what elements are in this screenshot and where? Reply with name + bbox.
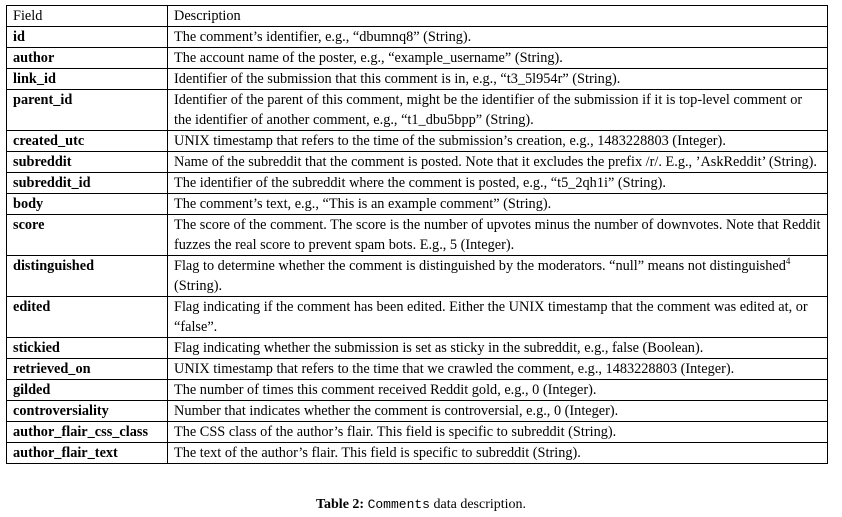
description-text: Flag to determine whether the comment is… bbox=[174, 258, 786, 274]
description-cell: The comment’s identifier, e.g., “dbumnq8… bbox=[167, 26, 828, 48]
caption-label: Table 2: bbox=[315, 497, 365, 512]
field-name-cell: id bbox=[6, 26, 168, 48]
table-row: id The comment’s identifier, e.g., “dbumn… bbox=[6, 26, 828, 48]
column-header-field: Field bbox=[6, 5, 168, 27]
table-row: gilded The number of times this comment r… bbox=[6, 379, 828, 401]
table-row: author The account name of the poster, e.… bbox=[6, 47, 828, 69]
field-name-cell: gilded bbox=[6, 379, 168, 401]
table-row: controversiality Number that indicates wh… bbox=[6, 400, 828, 422]
field-name-cell: author_flair_text bbox=[6, 442, 168, 464]
table-row: created_utc UNIX timestamp that refers to… bbox=[6, 130, 828, 152]
field-name-cell: subreddit bbox=[6, 151, 168, 173]
description-cell: Flag indicating if the comment has been … bbox=[167, 296, 828, 338]
table-row: author_flair_css_class The CSS class of t… bbox=[6, 421, 828, 443]
table-row: subreddit_id The identifier of the subred… bbox=[6, 172, 828, 194]
table-row: retrieved_on UNIX timestamp that refers t… bbox=[6, 358, 828, 380]
description-cell: Identifier of the parent of this comment… bbox=[167, 89, 828, 131]
description-cell: Flag indicating whether the submission i… bbox=[167, 337, 828, 359]
description-cell: The identifier of the subreddit where th… bbox=[167, 172, 828, 194]
description-cell: Identifier of the submission that this c… bbox=[167, 68, 828, 90]
description-cell: The number of times this comment receive… bbox=[167, 379, 828, 401]
table-row: author_flair_text The text of the author’… bbox=[6, 442, 828, 464]
description-cell: UNIX timestamp that refers to the time t… bbox=[167, 358, 828, 380]
field-name-cell: edited bbox=[6, 296, 168, 338]
field-name-cell: author bbox=[6, 47, 168, 69]
table-row: link_id Identifier of the submission that… bbox=[6, 68, 828, 90]
footnote-marker: 4 bbox=[785, 256, 791, 267]
caption-code: Comments bbox=[367, 497, 430, 512]
field-name-cell: score bbox=[6, 214, 168, 256]
description-cell: Flag to determine whether the comment is… bbox=[167, 255, 828, 297]
field-name-cell: controversiality bbox=[6, 400, 168, 422]
field-name-cell: author_flair_css_class bbox=[6, 421, 168, 443]
table-caption: Table 2: Comments data description. bbox=[0, 495, 842, 515]
table-row: parent_id Identifier of the parent of thi… bbox=[6, 89, 828, 131]
field-name-cell: parent_id bbox=[6, 89, 168, 131]
field-name-cell: retrieved_on bbox=[6, 358, 168, 380]
column-header-description: Description bbox=[167, 5, 828, 27]
description-cell: The CSS class of the author’s flair. Thi… bbox=[167, 421, 828, 443]
field-name-cell: created_utc bbox=[6, 130, 168, 152]
description-cell: UNIX timestamp that refers to the time o… bbox=[167, 130, 828, 152]
description-cell: Name of the subreddit that the comment i… bbox=[167, 151, 828, 173]
description-cell: The score of the comment. The score is t… bbox=[167, 214, 828, 256]
table-row: score The score of the comment. The score… bbox=[6, 214, 828, 256]
description-cell: The comment’s text, e.g., “This is an ex… bbox=[167, 193, 828, 215]
field-name-cell: distinguished bbox=[6, 255, 168, 297]
field-name-cell: stickied bbox=[6, 337, 168, 359]
description-cell: The text of the author’s flair. This fie… bbox=[167, 442, 828, 464]
field-name-cell: link_id bbox=[6, 68, 168, 90]
description-cell: Number that indicates whether the commen… bbox=[167, 400, 828, 422]
comments-data-table: Field Description id The comment’s identi… bbox=[6, 5, 828, 464]
table-row: distinguished Flag to determine whether t… bbox=[6, 255, 828, 297]
table-row: edited Flag indicating if the comment has… bbox=[6, 296, 828, 338]
description-cell: The account name of the poster, e.g., “e… bbox=[167, 47, 828, 69]
table-row: subreddit Name of the subreddit that the … bbox=[6, 151, 828, 173]
field-name-cell: body bbox=[6, 193, 168, 215]
field-name-cell: subreddit_id bbox=[6, 172, 168, 194]
table-row: body The comment’s text, e.g., “This is a… bbox=[6, 193, 828, 215]
caption-text: data description. bbox=[433, 497, 527, 512]
description-text-tail: (String). bbox=[174, 278, 223, 294]
table-header-row: Field Description bbox=[6, 5, 828, 27]
table-row: stickied Flag indicating whether the subm… bbox=[6, 337, 828, 359]
